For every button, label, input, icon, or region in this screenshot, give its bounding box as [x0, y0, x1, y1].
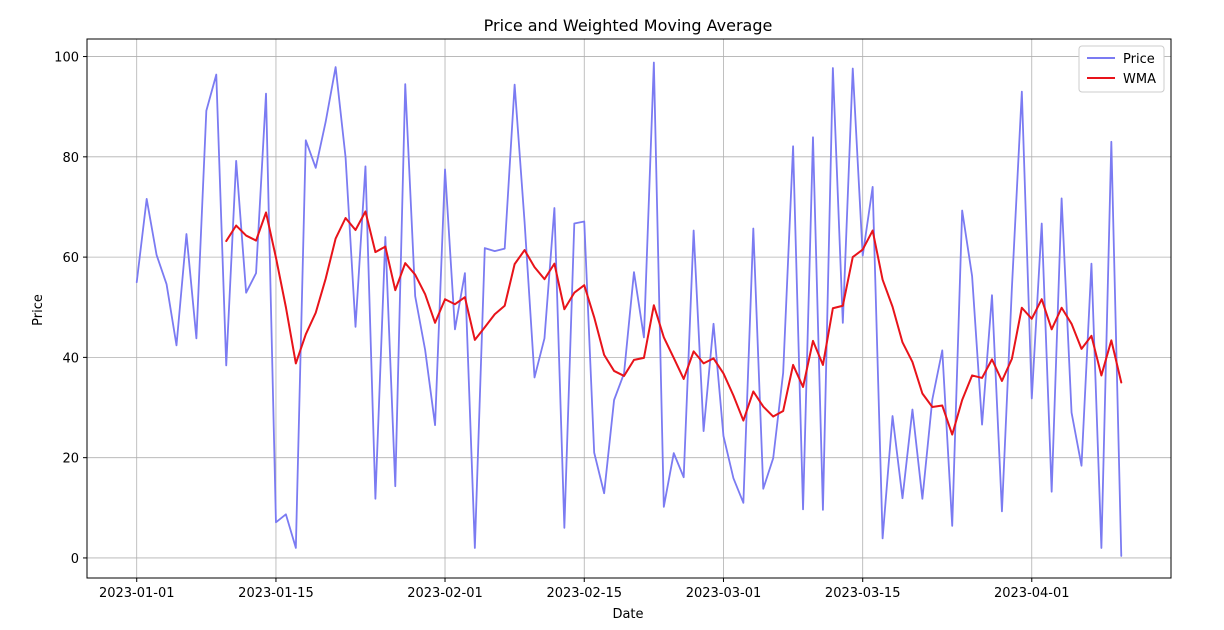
y-tick-label: 40: [62, 351, 79, 366]
x-tick-label: 2023-03-15: [825, 586, 901, 601]
y-tick-label: 80: [62, 151, 79, 166]
y-tick-label: 60: [62, 251, 79, 266]
x-tick-label: 2023-01-15: [238, 586, 314, 601]
legend-label-price: Price: [1123, 52, 1155, 67]
legend-label-wma: WMA: [1123, 72, 1156, 87]
x-tick-label: 2023-04-01: [994, 586, 1070, 601]
x-tick-label: 2023-03-01: [686, 586, 762, 601]
y-axis-title: Price: [31, 294, 46, 326]
axis-ticks: 2023-01-01 2023-01-15 2023-02-01 2023-02-15…: [54, 51, 1069, 601]
x-tick-label: 2023-01-01: [99, 586, 175, 601]
y-tick-label: 20: [62, 452, 79, 467]
legend: Price WMA: [1078, 45, 1165, 93]
series-line-price: [135, 61, 1123, 557]
x-tick-label: 2023-02-15: [546, 586, 622, 601]
x-axis-title: Date: [612, 607, 643, 622]
plot-area: [135, 61, 1123, 557]
chart-title: Price and Weighted Moving Average: [484, 16, 773, 35]
y-tick-label: 0: [71, 552, 79, 567]
x-tick-label: 2023-02-01: [407, 586, 483, 601]
y-tick-label: 100: [54, 51, 79, 66]
axes-frame: [86, 38, 1172, 579]
series-line-wma: [225, 210, 1123, 436]
